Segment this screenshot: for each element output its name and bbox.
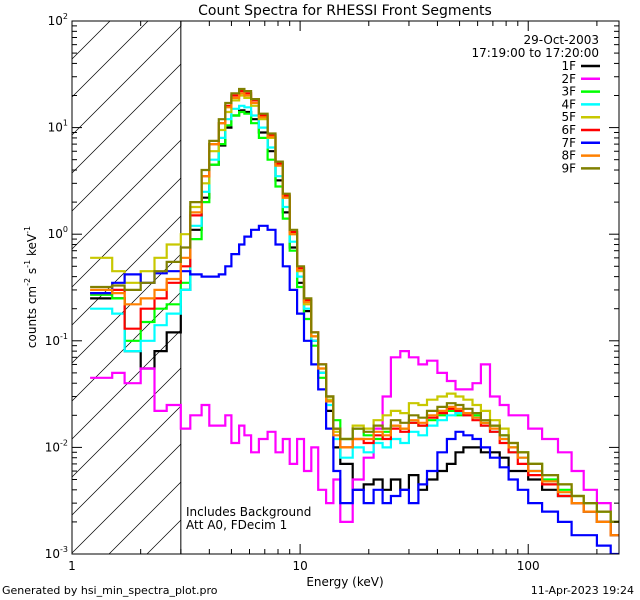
series-line-5F — [90, 94, 619, 524]
legend-label-1F: 1F — [561, 59, 576, 73]
y-tick-label: 10-1 — [45, 332, 68, 348]
annotation-attenuator: Att A0, FDecim 1 — [186, 518, 287, 532]
legend-label-2F: 2F — [561, 72, 576, 86]
y-tick-label: 10-3 — [45, 545, 68, 561]
series-line-3F — [90, 110, 619, 524]
y-tick-label: 101 — [48, 119, 68, 135]
hatch-line — [71, 405, 182, 516]
hatch-line — [71, 443, 182, 554]
x-tick-label: 1 — [68, 559, 76, 573]
hatch-line — [71, 367, 182, 478]
x-tick-label: 10 — [292, 559, 307, 573]
y-tick-label: 100 — [48, 225, 68, 241]
hatch-line — [71, 329, 182, 440]
annotation-block: Includes Background Att A0, FDecim 1 — [186, 505, 311, 532]
hatch-line — [71, 291, 182, 402]
hatched-excluded-region — [71, 20, 182, 555]
hatch-line — [71, 20, 149, 98]
hatch-line — [71, 177, 182, 288]
hatch-line — [71, 63, 182, 174]
hatch-line — [71, 25, 182, 136]
legend-label-9F: 9F — [561, 161, 576, 175]
hatch-line — [71, 20, 111, 60]
header-info: 29-Oct-2003 17:19:00 to 17:20:00 — [472, 33, 599, 60]
legend-label-8F: 8F — [561, 149, 576, 163]
plot-frame — [71, 20, 620, 555]
x-tick-label: 100 — [517, 559, 540, 573]
y-axis-label: counts cm-2 s-1 keV-1 — [23, 226, 39, 348]
y-tick-label: 10-2 — [45, 438, 68, 454]
hatch-line — [146, 519, 182, 555]
x-axis-label: Energy (keV) — [306, 575, 383, 589]
hatch-line — [71, 101, 182, 212]
footer-date: 11-Apr-2023 19:24 — [530, 584, 634, 597]
series-layer — [90, 87, 619, 554]
series-line-9F — [90, 87, 619, 524]
hatch-line — [71, 139, 182, 250]
header-date: 29-Oct-2003 — [523, 33, 599, 47]
annotation-background: Includes Background — [186, 505, 311, 519]
hatch-line — [71, 215, 182, 326]
series-line-2F — [90, 350, 619, 524]
hatch-line — [108, 481, 182, 555]
legend-label-3F: 3F — [561, 85, 576, 99]
axis-layer: 1 10 100 10-3 10-2 10-1 100 101 102 — [45, 12, 619, 573]
legend-label-6F: 6F — [561, 123, 576, 137]
generated-by-footer: Generated by hsi_min_spectra_plot.pro — [2, 584, 218, 597]
y-tick-label: 102 — [48, 12, 68, 28]
chart-title: Count Spectra for RHESSI Front Segments — [198, 3, 492, 19]
series-line-7F — [90, 224, 619, 554]
legend-label-5F: 5F — [561, 110, 576, 124]
legend-label-7F: 7F — [561, 136, 576, 150]
header-time-range: 17:19:00 to 17:20:00 — [472, 46, 599, 60]
legend-label-4F: 4F — [561, 97, 576, 111]
